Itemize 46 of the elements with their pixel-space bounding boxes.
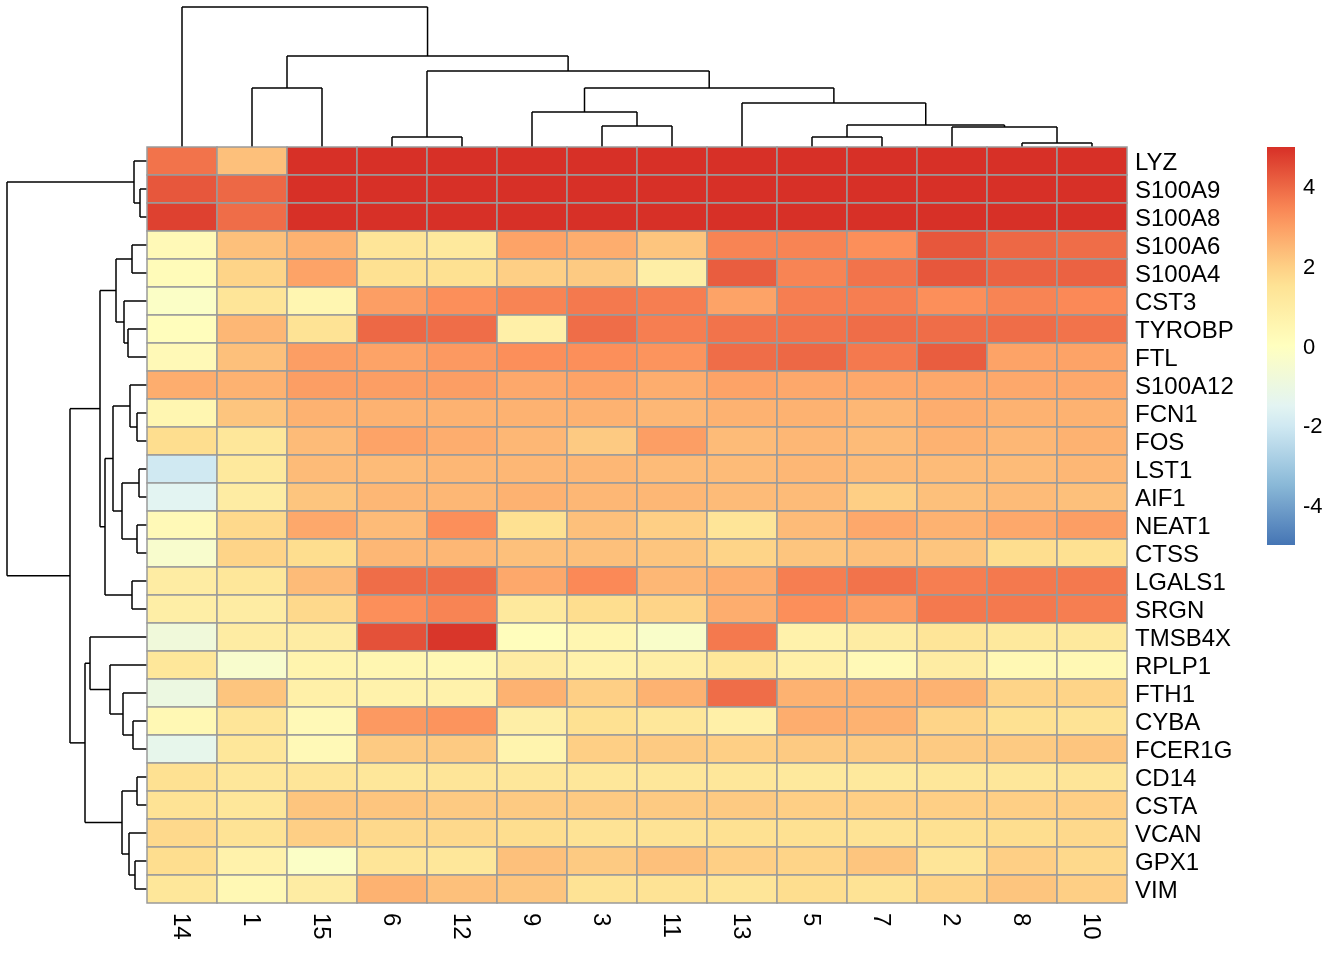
color-bar-label: -4 xyxy=(1303,492,1323,518)
y-tick-label: TYROBP xyxy=(1135,315,1234,343)
x-tick-label: 15 xyxy=(308,913,336,940)
color-bar-label: -2 xyxy=(1303,413,1323,439)
y-tick-label: FTH1 xyxy=(1135,679,1195,707)
x-tick-label: 9 xyxy=(518,913,546,927)
y-tick-label: CST3 xyxy=(1135,287,1197,315)
y-tick-label: LGALS1 xyxy=(1135,567,1226,595)
color-bar-label: 4 xyxy=(1303,174,1316,200)
y-tick-label: FCN1 xyxy=(1135,399,1198,427)
y-tick-label: NEAT1 xyxy=(1135,511,1211,539)
y-tick-label: GPX1 xyxy=(1135,847,1200,875)
x-tick-label: 10 xyxy=(1078,913,1106,940)
y-tick-label: TMSB4X xyxy=(1135,623,1232,651)
x-tick-label: 6 xyxy=(378,913,406,927)
y-tick-label: FCER1G xyxy=(1135,735,1233,763)
x-tick-label: 12 xyxy=(448,913,476,940)
y-tick-label: S100A12 xyxy=(1135,371,1234,399)
color-bar-label: 0 xyxy=(1303,333,1316,359)
x-tick-label: 1 xyxy=(238,913,266,927)
y-tick-label: RPLP1 xyxy=(1135,651,1212,679)
y-tick-label: FOS xyxy=(1135,427,1185,455)
y-tick-label: CYBA xyxy=(1135,707,1201,735)
x-tick-label: 13 xyxy=(728,913,756,940)
y-tick-label: CSTA xyxy=(1135,791,1198,819)
y-tick-label: VIM xyxy=(1135,875,1178,903)
y-tick-label: S100A9 xyxy=(1135,175,1221,203)
y-tick-label: CTSS xyxy=(1135,539,1200,567)
x-tick-label: 5 xyxy=(798,913,826,927)
y-tick-label: CD14 xyxy=(1135,763,1197,791)
y-tick-label: LST1 xyxy=(1135,455,1193,483)
color-bar-label: 2 xyxy=(1303,253,1316,279)
y-tick-label: VCAN xyxy=(1135,819,1202,847)
x-tick-label: 8 xyxy=(1008,913,1036,927)
y-tick-label: S100A6 xyxy=(1135,231,1221,259)
x-tick-label: 11 xyxy=(658,913,686,938)
x-tick-label: 3 xyxy=(588,913,616,927)
y-tick-label: LYZ xyxy=(1135,147,1178,175)
y-tick-label: S100A4 xyxy=(1135,259,1221,287)
y-tick-label: AIF1 xyxy=(1135,483,1186,511)
y-tick-label: FTL xyxy=(1135,343,1178,371)
x-tick-label: 7 xyxy=(868,913,896,927)
y-tick-label: SRGN xyxy=(1135,595,1205,623)
x-tick-label: 2 xyxy=(938,913,966,927)
y-tick-label: S100A8 xyxy=(1135,203,1221,231)
x-tick-label: 14 xyxy=(168,913,196,940)
